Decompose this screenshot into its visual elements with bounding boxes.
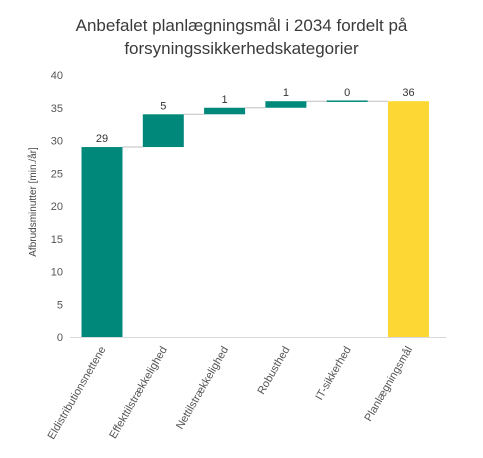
data-label: 1	[283, 87, 289, 99]
y-tick-label: 40	[51, 70, 63, 82]
x-tick-label: Robusthed	[255, 345, 292, 397]
data-label: 36	[402, 87, 414, 99]
x-tick-label: IT-sikkerhed	[313, 345, 353, 403]
bar-eldistributionsnettene	[81, 147, 123, 337]
bar-planlægningsmål	[388, 101, 429, 337]
x-tick-label: Eldistributionsnettene	[46, 345, 109, 442]
chart-title: Anbefalet planlægningsmål i 2034 fordelt…	[0, 14, 483, 60]
bar-nettilstrækkelighed	[204, 107, 246, 115]
y-axis-label: Afbrudsminutter [min./år]	[27, 147, 39, 257]
x-tick-label: Nettilstrækkelighed	[174, 345, 231, 432]
bar-it-sikkerhed	[326, 100, 368, 102]
bar-effekttilstrækkelighed	[142, 114, 184, 148]
y-tick-label: 0	[57, 332, 63, 344]
x-tick-label: Planlægningsmål	[363, 345, 416, 424]
data-label: 0	[344, 87, 350, 99]
bars	[81, 100, 429, 337]
data-label: 29	[96, 133, 108, 145]
y-tick-label: 25	[51, 168, 63, 180]
data-labels: 29 5 1 1 0 36	[96, 87, 415, 145]
chart-title-line-1: Anbefalet planlægningsmål i 2034 fordelt…	[75, 16, 408, 35]
y-tick-label: 35	[51, 103, 63, 115]
bar-robusthed	[265, 101, 307, 108]
y-tick-label: 30	[51, 136, 63, 148]
chart-title-line-2: forsyningssikkerhedskategorier	[124, 39, 359, 58]
y-tick-label: 15	[51, 234, 63, 246]
x-tick-label: Effekttilstrækkelighed	[107, 345, 170, 441]
y-tick-label: 20	[51, 201, 63, 213]
connector-lines	[122, 100, 388, 148]
y-tick-label: 10	[51, 267, 63, 279]
data-label: 5	[160, 100, 166, 112]
x-axis: EldistributionsnetteneEffekttilstrækkeli…	[46, 337, 446, 442]
y-axis: 0 5 10 15 20 25 30 35 40	[51, 70, 63, 344]
data-label: 1	[222, 94, 228, 106]
y-tick-label: 5	[57, 299, 63, 311]
